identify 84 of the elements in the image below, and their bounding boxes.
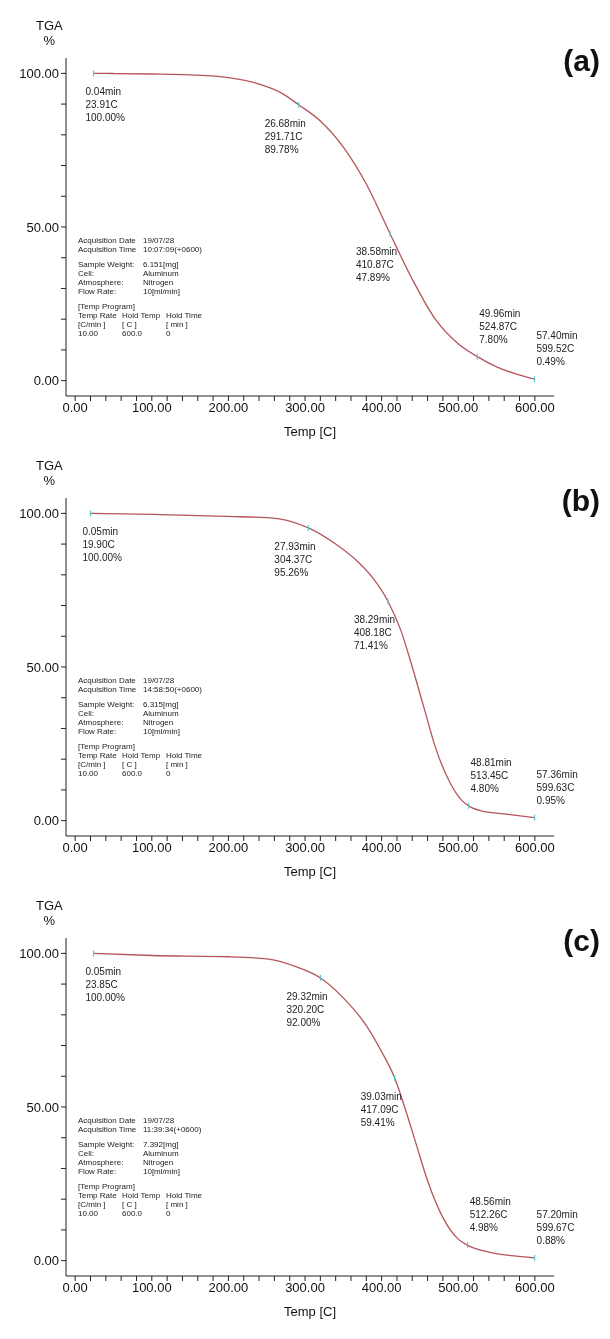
x-tick-label: 100.00 <box>131 840 172 856</box>
x-tick-label: 0.00 <box>62 1280 88 1296</box>
y-tick-label: 100.00 <box>19 945 59 961</box>
annotation: Acquisition Time 14:58:50(+0600) <box>78 685 202 694</box>
annotation: Acquisition Date 19/07/28 <box>78 1116 175 1125</box>
x-tick-label: 300.00 <box>285 840 325 856</box>
text: Cell: Aluminum <box>78 709 179 718</box>
text: 10.00 600.0 0 <box>78 329 171 338</box>
annotation: 57.40min 599.52C 0.49% <box>536 330 578 368</box>
chart-title: (b) <box>561 484 600 518</box>
x-tick-label: 200.00 <box>208 1280 249 1296</box>
x-tick-label: 0.00 <box>62 840 88 856</box>
x-tick-label: 600.00 <box>514 840 555 856</box>
x-tick-label: 0.00 <box>62 400 88 416</box>
text: Atmosphere: Nitrogen <box>78 1158 174 1167</box>
text: [C/min ] [ C ] [ min ] <box>78 320 188 329</box>
annotation: Temp Rate Hold Temp Hold Time <box>78 311 203 320</box>
annotation: [Temp Program] <box>78 1182 135 1191</box>
x-tick-label: 500.00 <box>438 1280 479 1296</box>
y-tick-label: 50.00 <box>26 659 59 675</box>
text: Flow Rate: 10[ml/min] <box>78 287 180 296</box>
annotation: 48.81min 513.45C 4.80% <box>470 756 512 794</box>
y-tick-label: 0.00 <box>33 813 59 829</box>
y-tick-label: 100.00 <box>19 505 59 521</box>
annotation: 29.32min 320.20C 92.00% <box>286 990 328 1028</box>
y-axis-title: TGA % <box>36 458 63 488</box>
x-tick-label: 100.00 <box>131 400 172 416</box>
text: [C/min ] [ C ] [ min ] <box>78 760 188 769</box>
annotation: [Temp Program] <box>78 302 135 311</box>
text: [C/min ] [ C ] [ min ] <box>78 1200 188 1209</box>
x-tick-label: 400.00 <box>361 1280 402 1296</box>
x-tick-label: 400.00 <box>361 400 402 416</box>
text: Flow Rate: 10[ml/min] <box>78 727 180 736</box>
y-tick-label: 100.00 <box>19 65 59 81</box>
annotation: 38.58min 410.87C 47.89% <box>355 246 398 284</box>
annotation: Sample Weight: 7.392[mg] <box>78 1140 179 1149</box>
chart-title: (a) <box>563 44 600 78</box>
annotation: 57.20min 599.67C 0.88% <box>536 1208 578 1246</box>
x-axis-title: Temp [C] <box>283 1304 337 1319</box>
y-tick-label: 50.00 <box>26 1099 59 1115</box>
annotation: 48.56min 512.26C 4.98% <box>469 1196 511 1234</box>
x-axis-title: Temp [C] <box>283 424 337 439</box>
y-axis-title: TGA % <box>36 898 63 928</box>
annotation: 0.05min 23.85C 100.00% <box>85 966 126 1004</box>
annotation: 57.36min 599.63C 0.95% <box>536 768 578 806</box>
y-tick-label: 0.00 <box>33 1253 59 1269</box>
annotation: Acquisition Date 19/07/28 <box>78 236 175 245</box>
x-tick-label: 500.00 <box>438 400 479 416</box>
x-tick-label: 500.00 <box>438 840 479 856</box>
annotation: Acquisition Time 11:39:34(+0600) <box>78 1125 202 1134</box>
text: 10.00 600.0 0 <box>78 1209 171 1218</box>
text: Atmosphere: Nitrogen <box>78 718 174 727</box>
annotation: Acquisition Date 19/07/28 <box>78 676 175 685</box>
y-tick-label: 0.00 <box>33 373 59 389</box>
annotation: 0.05min 19.90C 100.00% <box>82 526 123 564</box>
annotation: [Temp Program] <box>78 742 135 751</box>
text: Cell: Aluminum <box>78 1149 179 1158</box>
x-tick-label: 100.00 <box>131 1280 172 1296</box>
x-axis-title: Temp [C] <box>283 864 337 879</box>
chart-title: (c) <box>563 924 600 958</box>
annotation: 27.93min 304.37C 95.26% <box>274 540 316 578</box>
x-tick-label: 200.00 <box>208 400 249 416</box>
text: Atmosphere: Nitrogen <box>78 278 174 287</box>
x-tick-label: 200.00 <box>208 840 249 856</box>
x-tick-label: 300.00 <box>285 400 325 416</box>
annotation: Sample Weight: 6.151[mg] <box>78 260 179 269</box>
annotation: 26.68min 291.71C 89.78% <box>264 117 306 155</box>
annotation: Sample Weight: 6.315[mg] <box>78 700 179 709</box>
annotation: Temp Rate Hold Temp Hold Time <box>78 751 203 760</box>
y-tick-label: 50.00 <box>26 219 59 235</box>
annotation: 0.04min 23.91C 100.00% <box>85 86 126 124</box>
annotation: 49.96min 524.87C 7.80% <box>479 307 521 345</box>
x-tick-label: 300.00 <box>285 1280 325 1296</box>
annotation: 39.03min 417.09C 59.41% <box>360 1091 402 1129</box>
annotation: 38.29min 408.18C 71.41% <box>353 614 396 652</box>
text: Flow Rate: 10[ml/min] <box>78 1167 180 1176</box>
x-tick-label: 600.00 <box>514 1280 555 1296</box>
text: Cell: Aluminum <box>78 269 179 278</box>
x-tick-label: 600.00 <box>514 400 555 416</box>
y-axis-title: TGA % <box>36 18 63 48</box>
annotation: Temp Rate Hold Temp Hold Time <box>78 1191 203 1200</box>
annotation: Acquisition Time 10:07:09(+0600) <box>78 245 202 254</box>
text: 10.00 600.0 0 <box>78 769 171 778</box>
x-tick-label: 400.00 <box>361 840 402 856</box>
